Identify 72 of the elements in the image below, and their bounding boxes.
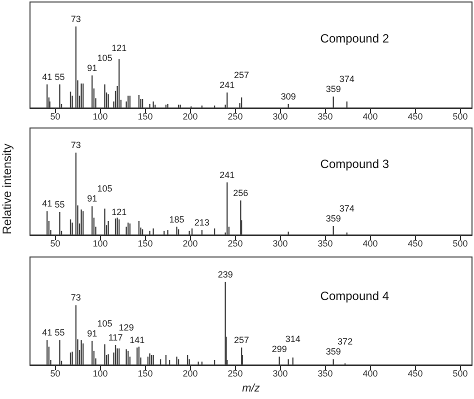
x-tick-label: 150 xyxy=(138,238,153,248)
x-tick-label: 250 xyxy=(228,368,243,378)
x-tick-label: 200 xyxy=(182,112,198,122)
annotation: 359 xyxy=(326,346,341,357)
annotation: 257 xyxy=(234,70,250,80)
annotation: 185 xyxy=(169,214,184,224)
x-tick-label: 200 xyxy=(182,238,198,248)
annotation: 105 xyxy=(97,52,112,63)
annotation: 241 xyxy=(220,80,235,90)
annotation: 129 xyxy=(118,322,134,333)
annotation: 374 xyxy=(339,74,354,84)
x-tick-label: 50 xyxy=(50,368,60,378)
y-axis-title: Relative intensity xyxy=(0,144,14,234)
annotation: 55 xyxy=(54,72,65,82)
x-tick-label: 350 xyxy=(318,112,333,122)
annotation: 299 xyxy=(272,344,287,354)
x-tick-label: 500 xyxy=(452,368,468,378)
x-tick-label: 450 xyxy=(408,368,423,378)
chart-title: Compound 3 xyxy=(320,157,390,172)
annotation: 55 xyxy=(54,199,65,210)
annotation: 91 xyxy=(87,328,98,338)
x-tick-label: 200 xyxy=(182,368,198,378)
x-tick-label: 350 xyxy=(318,238,333,248)
x-tick-label: 450 xyxy=(408,112,423,122)
annotation: 121 xyxy=(112,206,127,217)
annotation: 257 xyxy=(234,335,250,346)
x-tick-label: 100 xyxy=(92,238,108,248)
x-tick-label: 250 xyxy=(228,112,243,122)
x-tick-label: 300 xyxy=(272,112,288,122)
x-tick-label: 100 xyxy=(92,368,108,378)
x-tick-label: 100 xyxy=(92,112,108,122)
annotation: 374 xyxy=(339,203,354,214)
annotation: 91 xyxy=(87,194,98,204)
annotation: 121 xyxy=(112,42,127,53)
annotation: 73 xyxy=(70,140,81,150)
x-tick-label: 250 xyxy=(228,238,243,248)
x-tick-label: 300 xyxy=(272,238,288,248)
annotation: 55 xyxy=(54,328,65,338)
annotation: 309 xyxy=(280,91,296,102)
annotation: 239 xyxy=(218,269,233,280)
annotation: 41 xyxy=(42,198,52,209)
annotation: 41 xyxy=(42,72,52,82)
annotation: 359 xyxy=(326,84,341,94)
annotation: 105 xyxy=(97,184,112,194)
annotation: 314 xyxy=(285,334,300,344)
x-tick-label: 350 xyxy=(318,368,333,378)
x-tick-label: 300 xyxy=(272,368,288,378)
x-tick-label: 150 xyxy=(138,368,153,378)
annotation: 241 xyxy=(220,170,235,180)
x-tick-label: 500 xyxy=(452,238,468,248)
x-tick-label: 500 xyxy=(452,112,468,122)
x-tick-label: 400 xyxy=(362,368,378,378)
annotation: 105 xyxy=(97,318,112,328)
annotation: 73 xyxy=(70,14,81,24)
annotation: 73 xyxy=(70,292,81,303)
annotation: 141 xyxy=(130,335,145,346)
x-tick-label: 150 xyxy=(138,112,153,122)
x-axis-title: m/z xyxy=(242,382,260,394)
annotation: 213 xyxy=(194,218,210,228)
annotation: 41 xyxy=(42,328,52,338)
annotation: 359 xyxy=(326,213,341,224)
x-tick-label: 400 xyxy=(362,112,378,122)
x-tick-label: 400 xyxy=(362,238,378,248)
text: Compound 4 xyxy=(320,289,390,304)
text: Compound 2 xyxy=(320,32,390,46)
x-tick-label: 50 xyxy=(50,112,60,122)
annotation: 372 xyxy=(338,336,353,347)
x-tick-label: 50 xyxy=(50,238,60,248)
x-tick-label: 450 xyxy=(408,238,423,248)
annotation: 117 xyxy=(108,332,123,343)
annotation: 91 xyxy=(87,62,98,73)
annotation: 256 xyxy=(233,188,248,198)
